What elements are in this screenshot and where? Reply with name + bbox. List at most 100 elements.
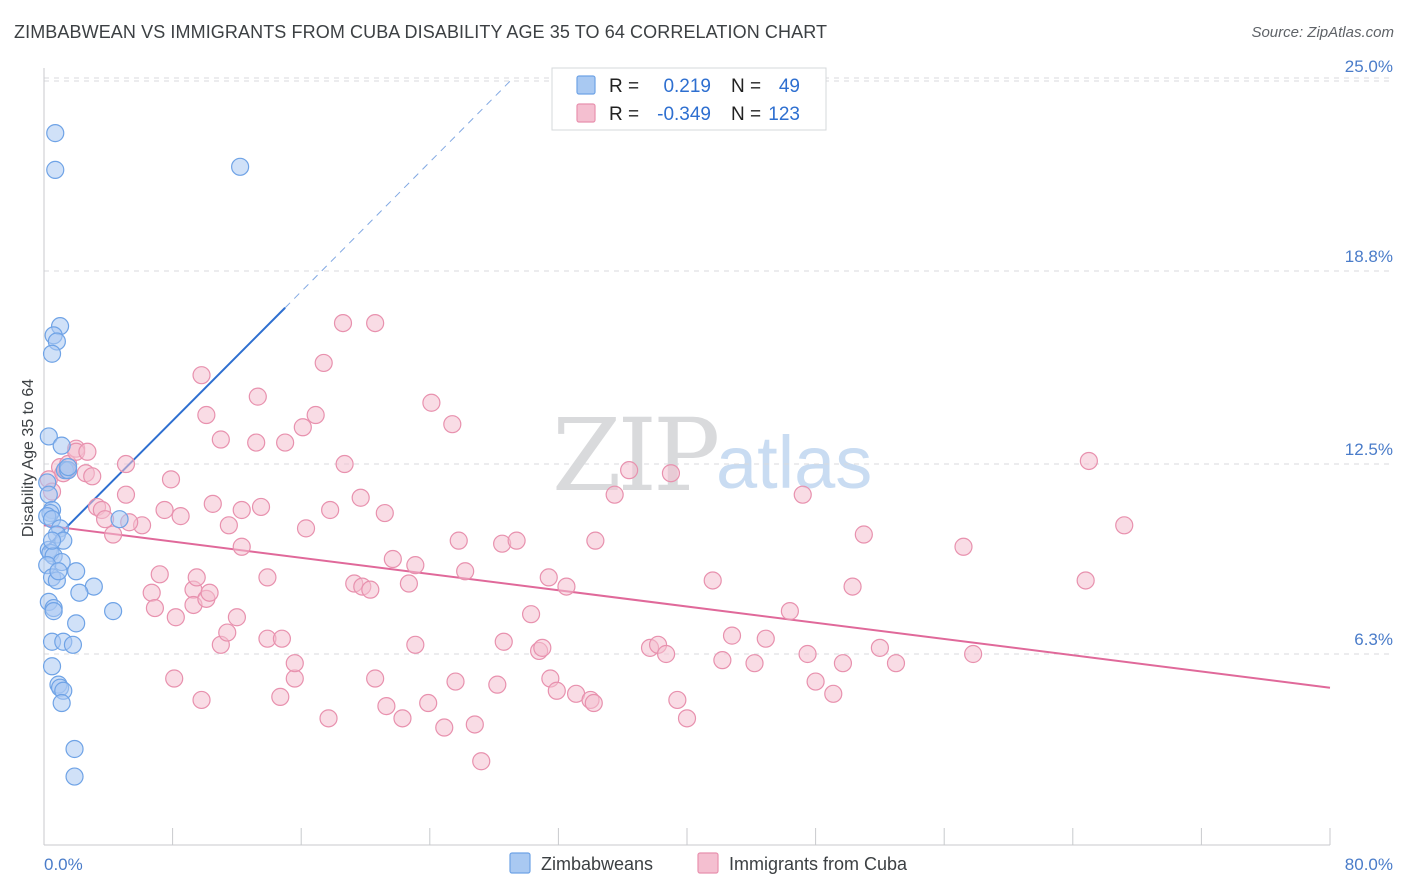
point-cuba xyxy=(713,651,732,670)
legend-r-label: R = xyxy=(609,76,639,97)
point-zimbabwean xyxy=(42,344,62,363)
point-zimbabwean xyxy=(39,427,58,446)
y-tick-label: 25.0% xyxy=(1345,57,1393,76)
point-cuba xyxy=(843,577,862,596)
point-cuba xyxy=(296,519,316,538)
series-legend: Zimbabweans Immigrants from Cuba xyxy=(509,852,908,874)
point-cuba xyxy=(620,461,639,480)
point-cuba xyxy=(314,353,333,373)
point-cuba xyxy=(824,684,843,703)
point-cuba xyxy=(187,568,206,587)
legend-n-value: 49 xyxy=(779,76,800,97)
point-cuba xyxy=(104,525,123,544)
point-cuba xyxy=(247,433,266,452)
point-cuba xyxy=(419,693,438,713)
point-cuba xyxy=(406,635,425,654)
axes: 6.3% 12.5% 18.8% 25.0% 0.0% 80.0% xyxy=(43,57,1393,874)
point-cuba xyxy=(285,654,304,673)
point-cuba xyxy=(166,608,185,627)
point-cuba xyxy=(383,549,402,569)
point-cuba xyxy=(211,430,230,449)
source-label: Source: ZipAtlas.com xyxy=(1251,24,1394,41)
point-cuba xyxy=(142,583,161,602)
point-cuba xyxy=(833,654,853,673)
legend-r-value: -0.349 xyxy=(657,104,711,125)
series-legend-swatch xyxy=(697,852,719,874)
series-legend-swatch xyxy=(509,852,531,874)
point-cuba xyxy=(443,415,462,434)
point-cuba xyxy=(361,580,380,599)
point-cuba xyxy=(192,690,211,710)
point-zimbabwean xyxy=(70,583,89,602)
y-axis-title: Disability Age 35 to 64 xyxy=(20,379,37,537)
point-zimbabwean xyxy=(65,739,84,759)
point-cuba xyxy=(375,503,394,523)
point-zimbabwean xyxy=(52,693,71,713)
y-tick-label: 12.5% xyxy=(1345,440,1393,459)
point-cuba xyxy=(557,577,576,596)
point-cuba xyxy=(406,556,425,575)
point-cuba xyxy=(521,605,541,624)
data-points xyxy=(38,124,1134,786)
point-cuba xyxy=(333,313,353,333)
watermark-zip: ZIP xyxy=(552,397,717,514)
legend-box xyxy=(551,67,827,131)
legend-swatch xyxy=(576,103,596,123)
point-cuba xyxy=(472,752,491,771)
watermark-atlas: atlas xyxy=(716,421,872,504)
series-legend-cuba: Immigrants from Cuba xyxy=(729,854,908,874)
y-tick-label: 6.3% xyxy=(1354,630,1393,649)
chart-title: ZIMBABWEAN VS IMMIGRANTS FROM CUBA DISAB… xyxy=(14,22,828,42)
point-cuba xyxy=(165,669,184,688)
point-cuba xyxy=(161,470,181,489)
point-cuba xyxy=(116,454,136,474)
point-cuba xyxy=(677,709,697,728)
y-tick-label: 18.8% xyxy=(1345,247,1393,266)
point-zimbabwean xyxy=(52,436,71,455)
point-cuba xyxy=(745,654,764,673)
point-cuba xyxy=(539,568,558,587)
point-cuba xyxy=(798,644,817,664)
point-cuba xyxy=(232,537,251,556)
trend-line-zimbabweans-extension xyxy=(284,80,511,309)
trend-lines xyxy=(43,80,1331,689)
point-cuba xyxy=(219,516,238,535)
point-cuba xyxy=(422,393,441,412)
point-cuba xyxy=(446,672,465,691)
point-cuba xyxy=(756,629,775,648)
point-cuba xyxy=(870,638,890,657)
legend-n-value: 123 xyxy=(768,104,800,125)
point-zimbabwean xyxy=(63,635,83,654)
point-zimbabwean xyxy=(104,602,123,621)
trend-line-cuba xyxy=(43,524,1331,689)
point-cuba xyxy=(83,467,102,486)
point-zimbabwean xyxy=(49,562,68,581)
point-cuba xyxy=(547,681,566,700)
point-zimbabwean xyxy=(46,160,65,179)
correlation-legend: R = 0.219 N = 49 R = -0.349 N = 123 xyxy=(551,67,827,131)
point-cuba xyxy=(319,709,338,728)
point-cuba xyxy=(393,709,412,728)
point-cuba xyxy=(321,500,340,520)
point-cuba xyxy=(116,485,136,504)
point-cuba xyxy=(197,405,216,425)
point-zimbabwean xyxy=(67,614,86,633)
x-tick-label: 0.0% xyxy=(44,855,83,874)
point-cuba xyxy=(494,632,513,651)
point-cuba xyxy=(155,500,174,520)
point-cuba xyxy=(377,696,396,716)
point-cuba xyxy=(232,500,251,520)
point-cuba xyxy=(886,654,906,673)
point-cuba xyxy=(533,638,552,657)
point-zimbabwean xyxy=(39,485,58,504)
point-cuba xyxy=(145,598,165,618)
point-cuba xyxy=(780,602,799,621)
point-cuba xyxy=(954,537,973,556)
point-cuba xyxy=(171,507,190,526)
point-cuba xyxy=(854,525,873,544)
point-cuba xyxy=(351,488,370,507)
legend-swatch xyxy=(576,75,596,95)
point-cuba xyxy=(584,693,603,713)
point-cuba xyxy=(806,672,825,691)
